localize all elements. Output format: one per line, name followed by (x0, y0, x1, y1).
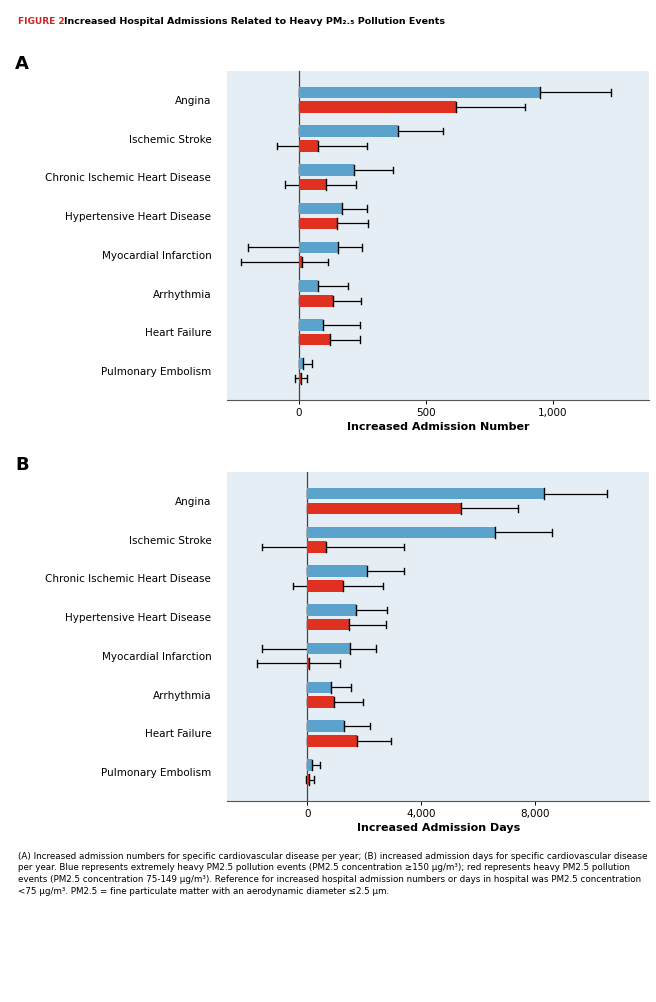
Text: Increased Hospital Admissions Related to Heavy PM₂.₅ Pollution Events: Increased Hospital Admissions Related to… (64, 17, 445, 25)
Text: Increased Admission Days per Year: Increased Admission Days per Year (329, 454, 548, 464)
Bar (298, 218, 337, 230)
Text: B: B (15, 456, 29, 474)
Text: Hypertensive Heart Disease: Hypertensive Heart Disease (66, 211, 211, 221)
Bar (307, 760, 312, 771)
Bar (307, 658, 310, 669)
Bar (298, 203, 342, 215)
Bar (298, 242, 338, 254)
Text: Ischemic Stroke: Ischemic Stroke (129, 134, 211, 144)
Bar (298, 141, 318, 152)
X-axis label: Increased Admission Days: Increased Admission Days (357, 823, 520, 833)
Text: Myocardial Infarction: Myocardial Infarction (102, 250, 211, 261)
X-axis label: Increased Admission Number: Increased Admission Number (347, 422, 529, 432)
Bar (307, 566, 367, 577)
Bar (307, 580, 343, 592)
Bar (307, 696, 335, 708)
Bar (307, 735, 357, 746)
Bar (307, 488, 544, 500)
Bar (298, 87, 540, 99)
Bar (307, 542, 326, 553)
Text: Increased Admission Numbers per Year: Increased Admission Numbers per Year (316, 53, 561, 63)
Bar (307, 503, 461, 515)
Text: (A) Increased admission numbers for specific cardiovascular disease per year; (B: (A) Increased admission numbers for spec… (18, 851, 647, 895)
Text: Pulmonary Embolism: Pulmonary Embolism (101, 768, 211, 778)
Text: Ischemic Stroke: Ischemic Stroke (129, 535, 211, 545)
Text: A: A (15, 55, 29, 73)
Text: Angina: Angina (175, 96, 211, 105)
Bar (298, 179, 327, 191)
Bar (307, 774, 310, 786)
Text: Myocardial Infarction: Myocardial Infarction (102, 651, 211, 661)
Text: Hypertensive Heart Disease: Hypertensive Heart Disease (66, 612, 211, 622)
Bar (298, 165, 354, 176)
Bar (307, 619, 348, 631)
Text: Chronic Ischemic Heart Disease: Chronic Ischemic Heart Disease (45, 173, 211, 183)
Bar (307, 527, 495, 539)
Bar (298, 126, 398, 138)
Bar (298, 335, 330, 346)
Bar (298, 296, 333, 308)
Bar (298, 258, 302, 269)
Text: FIGURE 2: FIGURE 2 (18, 17, 64, 25)
Bar (307, 604, 356, 616)
Text: Chronic Ischemic Heart Disease: Chronic Ischemic Heart Disease (45, 574, 211, 584)
Bar (307, 682, 331, 693)
Bar (307, 643, 350, 654)
Bar (307, 720, 344, 732)
Text: Pulmonary Embolism: Pulmonary Embolism (101, 367, 211, 377)
Text: Heart Failure: Heart Failure (145, 328, 211, 338)
Text: Angina: Angina (175, 497, 211, 506)
Bar (298, 373, 301, 385)
Bar (298, 282, 318, 293)
Text: Heart Failure: Heart Failure (145, 728, 211, 738)
Text: Arrhythmia: Arrhythmia (153, 690, 211, 700)
Bar (298, 359, 303, 370)
Bar (298, 320, 323, 332)
Bar (298, 102, 456, 114)
Text: Arrhythmia: Arrhythmia (153, 290, 211, 300)
